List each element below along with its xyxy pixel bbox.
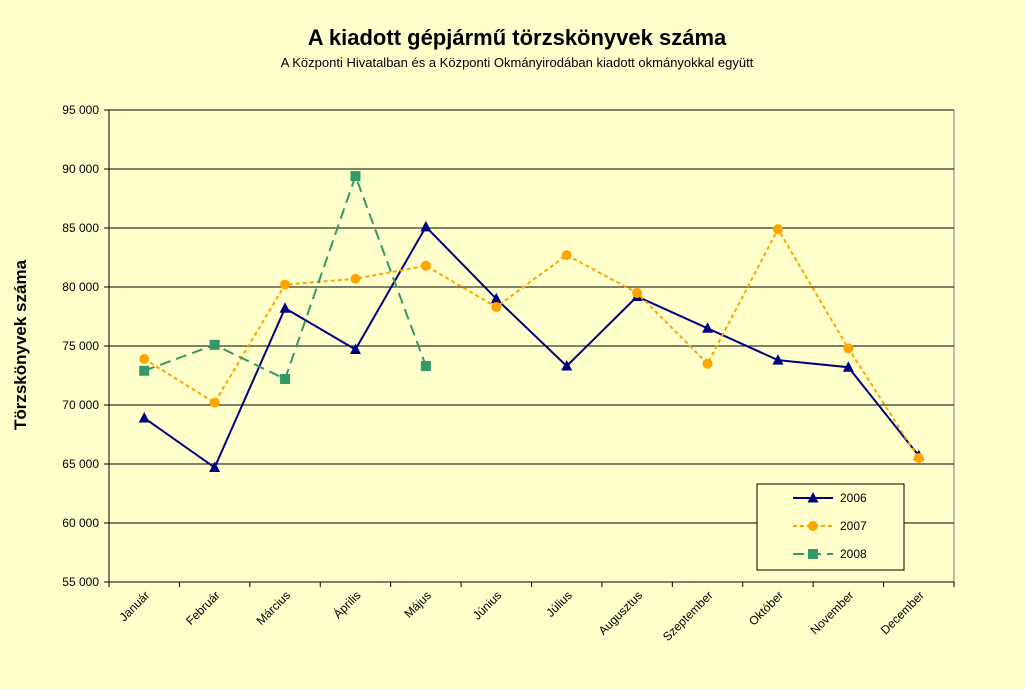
data-point-circle [420, 260, 431, 271]
legend: 2006 2007 2008 [756, 483, 905, 571]
x-tick-label: Június [470, 588, 504, 622]
data-point-triangle [420, 220, 432, 232]
data-point-square [280, 374, 291, 385]
x-tick-label: November [807, 588, 856, 637]
series-2007 [139, 224, 924, 464]
y-tick-label: 65 000 [62, 457, 99, 471]
data-point-square [420, 361, 431, 372]
data-point-triangle [772, 354, 784, 365]
legend-label-2008: 2008 [840, 547, 867, 561]
legend-label-2007: 2007 [840, 519, 867, 533]
x-tick-label: December [878, 588, 927, 637]
data-point-triangle [279, 302, 291, 313]
y-tick-label: 55 000 [62, 575, 99, 589]
data-point-triangle [349, 343, 361, 355]
data-point-circle [913, 453, 924, 464]
data-point-triangle [561, 360, 573, 371]
data-point-square [139, 365, 150, 376]
chart-title: A kiadott gépjármű törzskönyvek száma [308, 25, 727, 50]
data-point-square [350, 171, 361, 182]
y-tick-label: 90 000 [62, 162, 99, 176]
data-point-circle [280, 279, 291, 290]
data-point-triangle [490, 292, 502, 304]
data-point-triangle [842, 361, 854, 372]
legend-label-2006: 2006 [840, 491, 867, 505]
data-point-circle [808, 521, 818, 531]
x-tick-label: Május [401, 588, 434, 621]
series-2006 [138, 220, 925, 473]
x-tick-label: Március [254, 588, 294, 628]
y-tick-label: 85 000 [62, 221, 99, 235]
data-point-circle [139, 353, 150, 364]
plot-area: 55 000 60 000 65 000 70 000 75 000 80 000 85 0… [62, 103, 955, 644]
data-point-triangle [138, 411, 150, 423]
y-tick-label: 70 000 [62, 398, 99, 412]
series-2008 [139, 171, 431, 385]
y-tick-label: 75 000 [62, 339, 99, 353]
y-tick-label: 80 000 [62, 280, 99, 294]
data-point-circle [632, 287, 643, 298]
x-tick-label: Július [543, 588, 575, 620]
x-tick-label: Január [116, 588, 152, 624]
series-line-2007 [143, 227, 920, 459]
series-line-2006 [143, 225, 920, 470]
data-point-circle [350, 273, 361, 284]
y-tick-label: 95 000 [62, 103, 99, 117]
x-tick-label: Április [330, 588, 364, 622]
data-point-circle [772, 224, 783, 235]
data-point-square [808, 549, 818, 559]
data-point-circle [209, 397, 220, 408]
x-tick-label: Október [746, 588, 786, 628]
data-point-circle [491, 302, 502, 313]
data-point-circle [843, 343, 854, 354]
x-tick-label: Február [183, 588, 223, 628]
x-tick-label: Augusztus [596, 588, 646, 638]
x-tick-label: Szeptember [660, 588, 716, 644]
data-point-circle [702, 358, 713, 369]
data-point-triangle [209, 461, 221, 473]
y-tick-label: 60 000 [62, 516, 99, 530]
data-point-triangle [807, 492, 819, 503]
data-point-square [209, 339, 220, 350]
data-point-triangle [702, 322, 714, 333]
y-axis-label: Törzskönyvek száma [11, 259, 30, 430]
chart-subtitle: A Központi Hivatalban és a Központi Okmá… [281, 55, 754, 70]
data-point-circle [561, 250, 572, 261]
